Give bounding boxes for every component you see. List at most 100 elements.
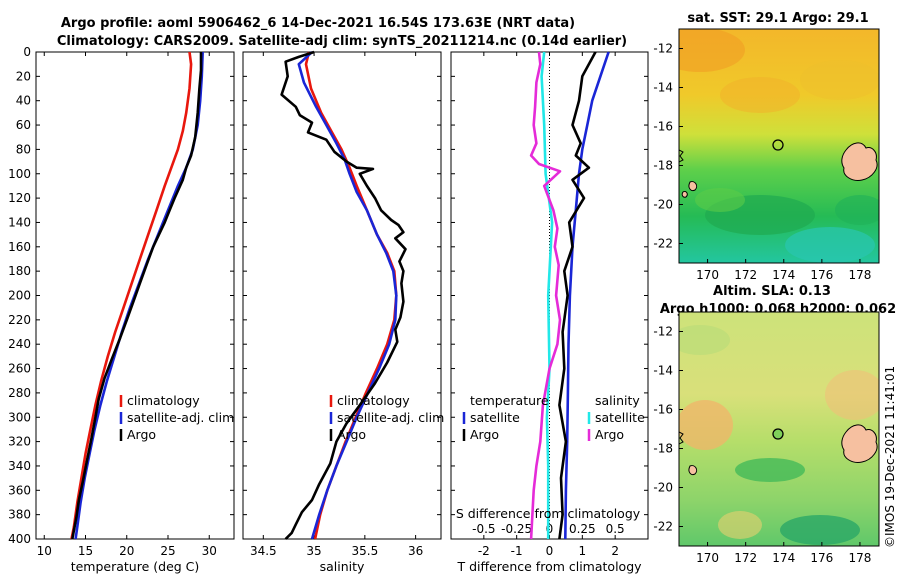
legend-t-argo-label: Argo — [470, 427, 499, 442]
x-axis-label: salinity — [320, 559, 365, 574]
map-y-tick-label: -20 — [653, 198, 673, 212]
map-x-tick-label: 174 — [772, 268, 795, 282]
island-shape — [688, 181, 698, 191]
s-difference-label: S difference from climatology — [456, 506, 641, 521]
x-tick-label: 36 — [408, 544, 423, 558]
y-tick-label: 300 — [8, 410, 31, 424]
y-tick-label: 340 — [8, 459, 31, 473]
difference-profile-panel: -2 -1 0 1 2T difference from climatology -0.5… — [450, 51, 649, 574]
map-y-tick-label: -22 — [653, 237, 673, 251]
legend-climatology-label: climatology — [337, 393, 410, 408]
y-tick-label: 260 — [8, 362, 31, 376]
sla-map-title-line-1: Altim. SLA: 0.13 — [713, 284, 831, 299]
figure-title-line-1: Argo profile: aoml 5906462_6 14-Dec-2021… — [61, 16, 575, 31]
argo-line — [280, 50, 407, 540]
y-tick-label: 20 — [16, 69, 31, 83]
map-x-tick-label: 170 — [696, 551, 719, 565]
x-tick-label: 25 — [160, 544, 175, 558]
y-tick-label: 0 — [23, 45, 31, 59]
legend-salinity-header: salinity — [595, 393, 640, 408]
map-y-tick-label: -12 — [653, 42, 673, 56]
map-y-tick-label: -16 — [653, 403, 673, 417]
x-tick-label: 0 — [546, 544, 554, 558]
s-tick-label: -0.25 — [501, 522, 532, 536]
salinity-legend: climatology satellite-adj. clim Argo — [329, 393, 444, 442]
map-x-tick-label: 172 — [734, 551, 757, 565]
figure-title-line-2: Climatology: CARS2009. Satellite-adj cli… — [57, 34, 627, 49]
x-tick-label: 35 — [306, 544, 321, 558]
map-x-tick-label: 170 — [696, 268, 719, 282]
sst-map-ticks: 170 172 174 176 178 -12 -14 -16 -18 -20 -22 — [653, 42, 871, 283]
legend-t-satellite-label: satellite — [470, 410, 520, 425]
plot-frame — [242, 51, 442, 540]
s-tick-label: -0.5 — [472, 522, 495, 536]
y-tick-label: 380 — [8, 508, 31, 522]
legend-satellite-label: satellite-adj. clim — [337, 410, 444, 425]
legend-argo-label: Argo — [127, 427, 156, 442]
map-y-tick-label: -12 — [653, 325, 673, 339]
legend-argo-label: Argo — [337, 427, 366, 442]
salinity-profile-panel: 34.5 35 35.5 36 salinity — [242, 50, 442, 574]
difference-legend: temperature satellite Argo salinity sate… — [462, 393, 645, 442]
y-tick-label: 40 — [16, 94, 31, 108]
x-axis-label: T difference from climatology — [456, 559, 642, 574]
map-y-tick-label: -14 — [653, 81, 673, 95]
s-tick-label: 0.25 — [569, 522, 596, 536]
sst-map-panel: sat. SST: 29.1 Argo: 29.1 170 172 174 176 17… — [653, 11, 880, 283]
y-tick-label: 180 — [8, 264, 31, 278]
t-satellite-line — [564, 51, 610, 540]
x-tick-label: -1 — [511, 544, 523, 558]
sla-map-panel: Altim. SLA: 0.13 Argo h1000: 0.068 h2000… — [653, 284, 896, 565]
argo-position-marker — [772, 139, 784, 151]
island-shape — [681, 191, 688, 198]
x-tick-label: 10 — [37, 544, 52, 558]
x-tick-label: 2 — [611, 544, 619, 558]
sla-map-frame — [678, 311, 880, 547]
map-x-tick-label: 174 — [772, 551, 795, 565]
legend-s-argo-label: Argo — [595, 427, 624, 442]
map-x-tick-label: 178 — [848, 268, 871, 282]
climatology-line — [70, 51, 193, 540]
x-tick-label: 20 — [119, 544, 134, 558]
legend-temperature-header: temperature — [470, 393, 549, 408]
map-y-tick-label: -16 — [653, 120, 673, 134]
sst-map-title: sat. SST: 29.1 Argo: 29.1 — [687, 11, 868, 26]
sla-map-ticks: 170 172 174 176 178 -12 -14 -16 -18 -20 -22 — [653, 325, 871, 566]
satellite-line — [297, 51, 398, 540]
map-x-tick-label: 176 — [810, 551, 833, 565]
fiji-island-shape — [841, 424, 878, 463]
map-y-tick-label: -18 — [653, 442, 673, 456]
map-x-tick-label: 176 — [810, 268, 833, 282]
y-tick-label: 80 — [16, 142, 31, 156]
s-argo-line — [529, 51, 562, 540]
y-tick-label: 140 — [8, 215, 31, 229]
map-y-tick-label: -14 — [653, 364, 673, 378]
map-x-tick-label: 172 — [734, 268, 757, 282]
y-tick-label: 160 — [8, 240, 31, 254]
x-tick-label: 1 — [579, 544, 587, 558]
y-tick-label: 200 — [8, 289, 31, 303]
temperature-legend: climatology satellite-adj. clim Argo — [119, 393, 234, 442]
s-satellite-line — [540, 51, 554, 539]
argo-position-marker — [772, 428, 784, 440]
y-tick-label: 60 — [16, 118, 31, 132]
y-tick-label: 220 — [8, 313, 31, 327]
imos-timestamp: ©IMOS 19-Dec-2021 11:41:01 — [883, 366, 897, 548]
y-tick-label: 120 — [8, 191, 31, 205]
temperature-profile-panel: 10 15 20 25 30020406080100120140160180200220… — [8, 45, 235, 574]
x-tick-label: 34.5 — [250, 544, 277, 558]
legend-s-satellite-label: satellite — [595, 410, 645, 425]
y-tick-label: 360 — [8, 483, 31, 497]
map-x-tick-label: 178 — [848, 551, 871, 565]
y-tick-label: 320 — [8, 435, 31, 449]
y-tick-label: 240 — [8, 337, 31, 351]
argo-line — [71, 52, 203, 540]
island-shape — [688, 465, 698, 475]
map-y-tick-label: -18 — [653, 159, 673, 173]
map-y-tick-label: -20 — [653, 481, 673, 495]
y-tick-label: 280 — [8, 386, 31, 400]
map-y-tick-label: -22 — [653, 520, 673, 534]
x-axis-label: temperature (deg C) — [71, 559, 200, 574]
y-tick-label: 400 — [8, 532, 31, 546]
coast-line — [679, 149, 684, 163]
